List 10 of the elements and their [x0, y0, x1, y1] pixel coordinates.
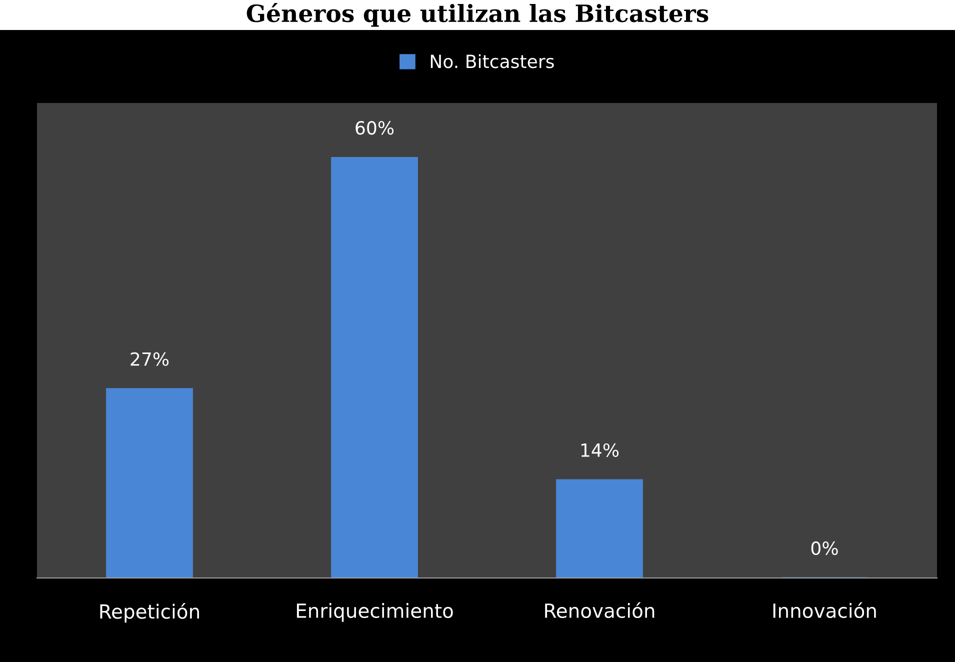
- chart-title: Géneros que utilizan las Bitcasters: [246, 3, 708, 27]
- x-tick-label: Innovación: [773, 602, 876, 618]
- data-label: 14%: [581, 443, 619, 457]
- x-tick-label: Enriquecimiento: [296, 603, 453, 622]
- legend-label: No. Bitcasters: [430, 54, 554, 68]
- data-label: 60%: [356, 121, 394, 135]
- x-tick-label: Renovación: [545, 602, 654, 618]
- x-tick-label: Repetición: [100, 603, 199, 623]
- data-label: 0%: [811, 541, 838, 556]
- data-label: 27%: [130, 352, 169, 366]
